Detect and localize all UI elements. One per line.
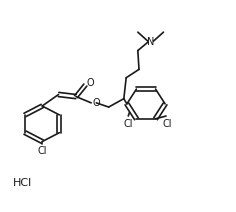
Text: Cl: Cl bbox=[162, 119, 172, 129]
Text: O: O bbox=[92, 98, 100, 108]
Text: HCl: HCl bbox=[13, 179, 32, 188]
Text: N: N bbox=[147, 37, 154, 47]
Text: O: O bbox=[86, 78, 94, 88]
Text: Cl: Cl bbox=[123, 119, 133, 129]
Text: Cl: Cl bbox=[38, 146, 47, 156]
